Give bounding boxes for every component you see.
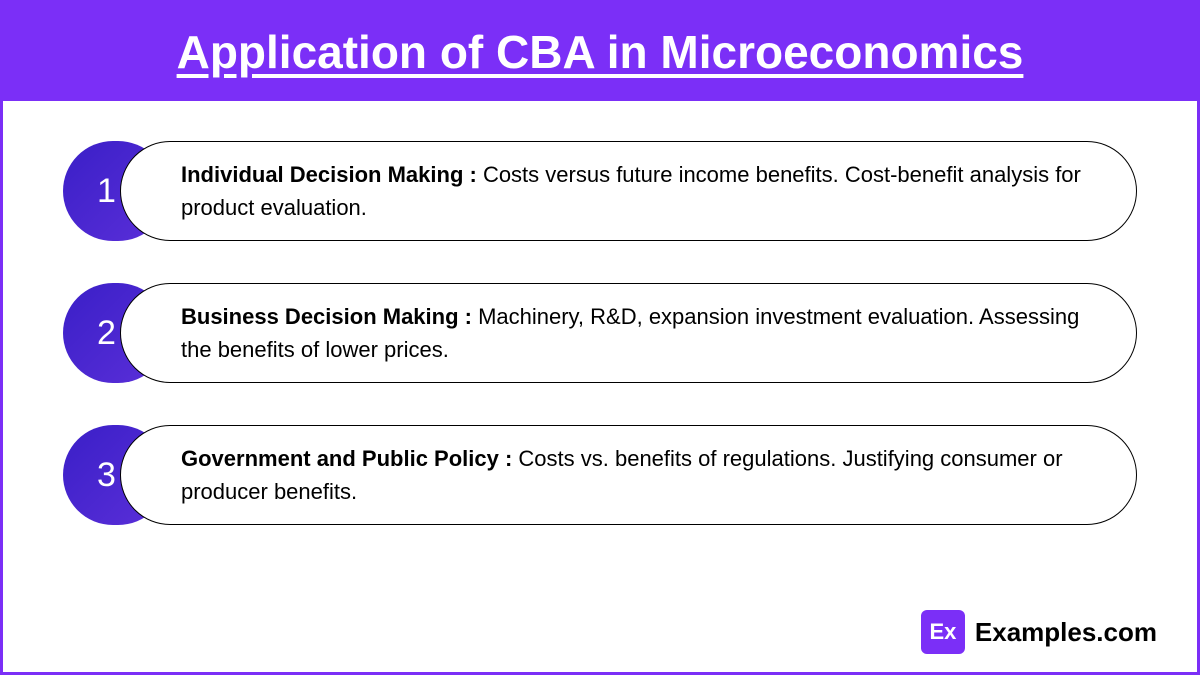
header-bar: Application of CBA in Microeconomics [3,3,1197,101]
item-pill-3: Government and Public Policy : Costs vs.… [120,425,1137,525]
list-item: 2 Business Decision Making : Machinery, … [63,283,1137,383]
item-heading-2: Business Decision Making : [181,304,478,329]
item-heading-1: Individual Decision Making : [181,162,483,187]
brand-icon: Ex [921,610,965,654]
item-pill-2: Business Decision Making : Machinery, R&… [120,283,1137,383]
list-item: 1 Individual Decision Making : Costs ver… [63,141,1137,241]
item-pill-1: Individual Decision Making : Costs versu… [120,141,1137,241]
brand-label: Examples.com [975,617,1157,648]
list-item: 3 Government and Public Policy : Costs v… [63,425,1137,525]
content-area: 1 Individual Decision Making : Costs ver… [3,101,1197,672]
item-heading-3: Government and Public Policy : [181,446,518,471]
page-title: Application of CBA in Microeconomics [3,25,1197,79]
item-text-3: Government and Public Policy : Costs vs.… [181,442,1096,508]
brand-footer: Ex Examples.com [921,610,1157,654]
infographic-container: Application of CBA in Microeconomics 1 I… [0,0,1200,675]
item-text-2: Business Decision Making : Machinery, R&… [181,300,1096,366]
item-text-1: Individual Decision Making : Costs versu… [181,158,1096,224]
